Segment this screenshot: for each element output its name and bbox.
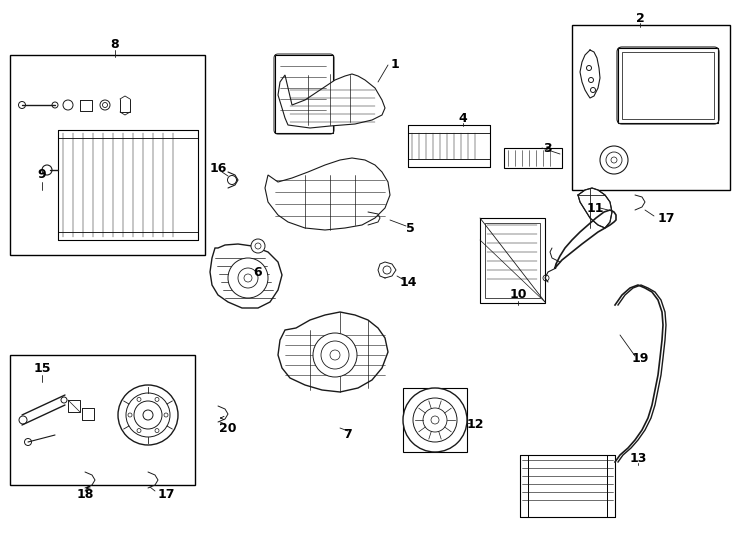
Bar xyxy=(622,52,714,119)
Bar xyxy=(504,148,562,168)
Bar xyxy=(520,455,528,517)
Bar xyxy=(618,48,718,123)
Circle shape xyxy=(313,333,357,377)
Bar xyxy=(10,355,195,485)
Bar xyxy=(58,130,198,240)
Bar xyxy=(572,25,730,190)
Circle shape xyxy=(251,239,265,253)
Bar xyxy=(408,159,490,167)
Polygon shape xyxy=(578,188,612,228)
Text: 3: 3 xyxy=(544,141,552,154)
Bar xyxy=(408,125,490,133)
Text: 14: 14 xyxy=(399,275,417,288)
Text: 4: 4 xyxy=(459,111,468,125)
Text: 15: 15 xyxy=(33,361,51,375)
Bar xyxy=(485,223,540,298)
Text: 6: 6 xyxy=(254,266,262,279)
Text: 9: 9 xyxy=(37,168,46,181)
Circle shape xyxy=(228,258,268,298)
Text: 17: 17 xyxy=(658,212,675,225)
Text: 16: 16 xyxy=(209,161,227,174)
Text: 20: 20 xyxy=(219,422,237,435)
Bar xyxy=(607,455,615,517)
Text: 17: 17 xyxy=(158,489,175,502)
Polygon shape xyxy=(265,158,390,230)
Bar xyxy=(520,455,615,517)
Text: 13: 13 xyxy=(629,451,647,464)
Text: 19: 19 xyxy=(631,352,649,365)
Text: 18: 18 xyxy=(76,489,94,502)
Bar xyxy=(480,218,545,303)
Bar xyxy=(408,125,490,167)
Text: 5: 5 xyxy=(406,221,415,234)
Text: 10: 10 xyxy=(509,288,527,301)
Polygon shape xyxy=(278,74,385,128)
Polygon shape xyxy=(210,244,282,308)
Polygon shape xyxy=(278,312,388,392)
Bar xyxy=(10,55,205,255)
Text: 8: 8 xyxy=(111,38,120,51)
Text: 1: 1 xyxy=(390,58,399,71)
Bar xyxy=(58,232,198,240)
Text: 2: 2 xyxy=(636,11,644,24)
Bar xyxy=(275,55,333,133)
Text: 11: 11 xyxy=(586,201,604,214)
Circle shape xyxy=(403,388,467,452)
Bar xyxy=(403,388,467,452)
Bar xyxy=(58,130,198,138)
Text: 12: 12 xyxy=(466,418,484,431)
Text: 7: 7 xyxy=(344,429,352,442)
